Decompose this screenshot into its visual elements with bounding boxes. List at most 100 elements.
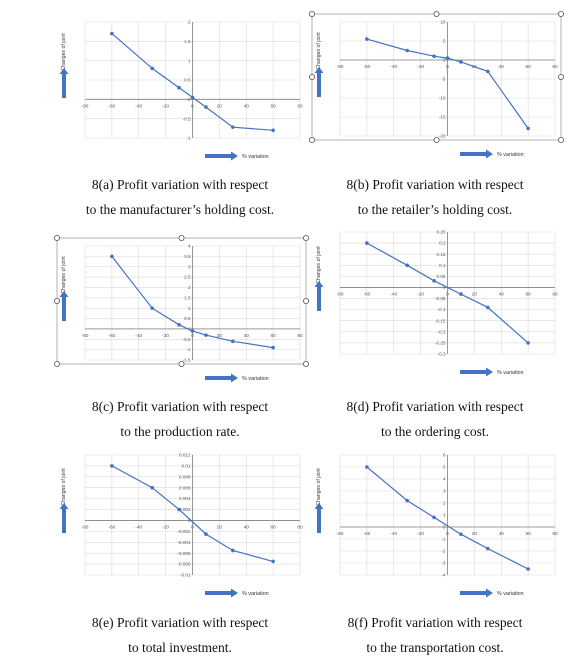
up-arrow-icon [314, 281, 324, 311]
x-tick-label: 40 [244, 333, 250, 339]
x-tick-label: 80 [297, 524, 303, 530]
caption-e-line-2: to total investment. [128, 640, 232, 655]
line-chart-b[interactable]: -80 -60 -40 -20 0 20 40 60 801050-5-10-15-20Chan… [300, 8, 570, 168]
chart-panel-a[interactable]: -80 -60 -40 -20 0 20 40 60 80 2 1.5 1 0.5 0 -0.5 -1 Chan… [45, 10, 315, 170]
data-point [459, 292, 463, 296]
resize-handle-icon [433, 11, 440, 17]
y-tick-label: 0.5 [184, 78, 191, 83]
caption-d-line-1: 8(d) Profit variation with respect [346, 399, 524, 414]
resize-handle-icon [53, 298, 60, 305]
caption-b-line-2: to the retailer’s holding cost. [357, 202, 513, 217]
x-tick-label: -60 [363, 64, 370, 70]
y-tick-label: 0.15 [437, 252, 446, 257]
y-tick-label: -0.25 [435, 341, 446, 346]
y-tick-label: -1 [441, 537, 446, 542]
series-line [366, 466, 529, 570]
chart-panel-e[interactable]: -80 -60 -40 -20 0 20 40 60 80 0.012 0.01 0.008 0.006… [45, 447, 315, 607]
y-tick-label: -0.2 [438, 329, 446, 334]
caption-d-line-2: to the ordering cost. [381, 424, 489, 439]
data-point [432, 515, 436, 520]
y-tick-label: -4 [441, 573, 446, 578]
data-point [526, 567, 530, 571]
chart-panel-f[interactable]: -80 -60 -40 -20 0 20 40 60 80 6 5 4 3 2 1 0 -1 -2 -3 -4 Chan… [300, 447, 570, 607]
right-arrow-icon [460, 367, 493, 377]
data-point [190, 95, 195, 100]
y-tick-label: 5 [443, 465, 446, 470]
x-axis-title: % variation [497, 591, 524, 597]
y-tick-label: -2 [441, 549, 446, 554]
data-point [365, 465, 369, 469]
y-tick-label: 0.004 [179, 496, 191, 501]
data-point [204, 105, 208, 109]
data-point [150, 66, 154, 71]
series-line [111, 465, 274, 562]
y-tick-label: -0.002 [177, 529, 190, 534]
right-arrow-icon [205, 588, 238, 598]
data-point [150, 485, 154, 490]
y-tick-label: 0.2 [439, 241, 446, 246]
resize-handle-icon [557, 11, 564, 17]
caption-a-line-1: 8(a) Profit variation with respect [91, 177, 269, 192]
y-tick-label: -1.5 [183, 358, 191, 363]
x-tick-label: 20 [217, 103, 223, 109]
y-tick-label: 1.5 [184, 295, 191, 300]
x-tick-label: -60 [108, 333, 115, 339]
y-tick-label: 1 [443, 513, 446, 518]
y-tick-label: -0.006 [177, 551, 190, 556]
data-point [231, 548, 235, 553]
x-tick-label: 40 [499, 531, 505, 537]
data-point [459, 60, 463, 64]
x-tick-label: 40 [244, 103, 250, 109]
caption-c-line-1: 8(c) Profit variation with respect [91, 399, 269, 414]
up-arrow-icon [314, 503, 324, 533]
y-tick-label: -0.01 [180, 573, 191, 578]
resize-handle-icon [302, 235, 309, 241]
x-tick-label: 0 [191, 524, 194, 530]
x-tick-label: -40 [390, 291, 397, 297]
line-chart-f[interactable]: -80 -60 -40 -20 0 20 40 60 806543210-1-2-3-4Chan… [300, 447, 570, 607]
caption-d: 8(d) Profit variation with respect to th… [300, 394, 570, 444]
y-tick-label: 0 [443, 58, 446, 63]
resize-handle-icon [302, 360, 309, 367]
x-tick-label: -60 [363, 531, 370, 537]
right-arrow-icon [460, 149, 493, 159]
data-point [445, 56, 450, 60]
line-chart-c[interactable]: -80 -60 -40 -20 0 20 40 60 8043.532.521.510.50-0… [45, 232, 315, 392]
x-tick-label: -40 [135, 524, 142, 530]
x-tick-label: 20 [472, 291, 478, 297]
resize-handle-icon [302, 298, 309, 305]
data-point [271, 559, 275, 564]
caption-a: 8(a) Profit variation with respect to th… [45, 172, 315, 222]
x-tick-label: -80 [82, 524, 89, 530]
data-point [110, 464, 114, 468]
data-point [231, 125, 235, 129]
y-tick-label: -0.1 [438, 307, 446, 312]
data-point [231, 339, 235, 344]
caption-f: 8(f) Profit variation with respect to th… [300, 610, 570, 660]
caption-b-line-1: 8(b) Profit variation with respect [346, 177, 524, 192]
y-tick-label: 10 [440, 20, 446, 25]
y-axis-title: Changes of joint [316, 246, 322, 284]
x-tick-label: 80 [552, 64, 558, 70]
data-point [150, 306, 154, 310]
chart-panel-d[interactable]: -80 -60 -40 -20 0 20 40 60 80 0.25 0.2 0.15 0.1 0.05 0… [300, 226, 570, 386]
data-point [271, 128, 275, 133]
resize-handle-icon [178, 235, 185, 241]
y-tick-label: -20 [439, 134, 446, 139]
y-tick-label: -1 [186, 136, 191, 141]
data-point [526, 126, 530, 131]
data-point [486, 546, 490, 551]
chart-panel-b[interactable]: -80 -60 -40 -20 0 20 40 60 80 10 5 0 -5 -10 -15 -20 Chan… [300, 8, 570, 168]
x-tick-label: 80 [297, 103, 303, 109]
line-chart-e[interactable]: -80 -60 -40 -20 0 20 40 60 80 0.012 0.01 0.008 0.006… [45, 447, 315, 607]
y-tick-label: 3 [443, 489, 446, 494]
line-chart-a[interactable]: -80 -60 -40 -20 0 20 40 60 80 2 1.5 1 0.5 0 -0.5 -1 Chan… [45, 10, 315, 170]
line-chart-d[interactable]: -80 -60 -40 -20 0 20 40 60 80 0.25 0.2 0.15 0.1 0.05 0… [300, 226, 570, 386]
x-tick-label: 0 [446, 291, 449, 297]
y-tick-label: 0 [443, 525, 446, 530]
y-tick-label: 6 [443, 453, 446, 458]
data-point [405, 263, 409, 268]
chart-panel-c[interactable]: -80 -60 -40 -20 0 20 40 60 80 4 3.5 3 2.5 2 1.5 1 0.5 0 -0… [45, 232, 315, 392]
y-tick-label: 0.008 [179, 474, 191, 479]
data-point [405, 498, 409, 503]
